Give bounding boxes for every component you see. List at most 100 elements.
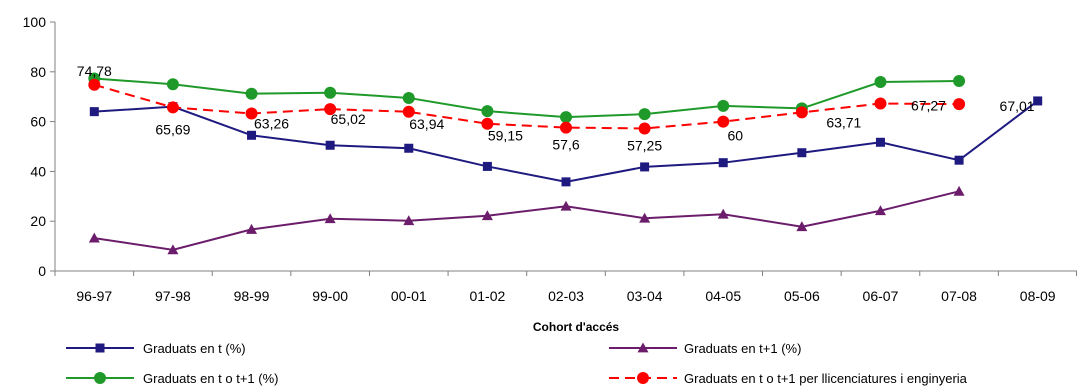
x-tick-label: 07-08 bbox=[941, 288, 977, 304]
x-tick-label: 02-03 bbox=[548, 288, 584, 304]
legend-marker bbox=[94, 372, 106, 384]
y-tick-label: 80 bbox=[30, 64, 46, 80]
data-point bbox=[325, 140, 335, 150]
data-point bbox=[953, 98, 966, 111]
x-tick-label: 06-07 bbox=[863, 288, 899, 304]
data-label: 67,27 bbox=[911, 97, 946, 113]
legend-item: Graduats en t o t+1 (%) bbox=[66, 371, 278, 386]
legend: Graduats en t (%) Graduats en t+1 (%) Grad… bbox=[66, 341, 968, 386]
data-point bbox=[246, 223, 258, 234]
x-tick-label: 04-05 bbox=[705, 288, 741, 304]
data-label: 65,69 bbox=[155, 121, 190, 137]
y-tick-label: 60 bbox=[30, 114, 46, 130]
x-tick-label: 03-04 bbox=[627, 288, 663, 304]
x-tick-label: 96-97 bbox=[76, 288, 112, 304]
data-label: 59,15 bbox=[488, 128, 523, 144]
data-point bbox=[404, 143, 414, 153]
series-line bbox=[94, 83, 960, 130]
data-point bbox=[324, 213, 336, 224]
data-point bbox=[874, 97, 887, 110]
data-point bbox=[245, 87, 258, 100]
data-point bbox=[796, 221, 808, 232]
data-point bbox=[89, 107, 99, 117]
x-tick-label: 08-09 bbox=[1020, 288, 1056, 304]
data-label: 65,02 bbox=[331, 111, 366, 127]
data-label: 60 bbox=[727, 128, 743, 144]
data-label: 63,71 bbox=[826, 114, 861, 130]
data-point bbox=[953, 185, 965, 196]
x-tick-label: 00-01 bbox=[391, 288, 427, 304]
data-point bbox=[324, 86, 337, 99]
y-tick-label: 20 bbox=[30, 213, 46, 229]
data-point bbox=[717, 208, 729, 219]
data-point bbox=[875, 137, 885, 147]
legend-item: Graduats en t+1 (%) bbox=[609, 341, 801, 356]
data-point bbox=[481, 105, 494, 118]
data-point bbox=[638, 122, 651, 135]
data-point bbox=[402, 105, 415, 118]
data-label: 63,94 bbox=[409, 116, 444, 132]
legend-item: Graduats en t (%) bbox=[66, 341, 246, 356]
data-point bbox=[245, 107, 258, 120]
legend-label: Graduats en t (%) bbox=[143, 341, 246, 356]
series bbox=[88, 78, 966, 135]
legend-marker bbox=[95, 343, 105, 353]
data-point bbox=[561, 177, 571, 187]
data-point bbox=[560, 111, 572, 124]
data-point bbox=[874, 76, 887, 89]
data-labels: 74,78 65,69 63,26 65,02 63,94 59,15 57,6 57,25 6… bbox=[77, 63, 1035, 154]
data-point bbox=[247, 130, 257, 140]
data-point bbox=[481, 210, 493, 221]
data-point bbox=[717, 99, 730, 112]
data-point bbox=[639, 212, 651, 223]
data-point bbox=[324, 103, 337, 116]
data-point bbox=[167, 244, 179, 255]
data-point bbox=[560, 200, 572, 211]
legend-label: Graduats en t o t+1 (%) bbox=[143, 371, 278, 386]
series-layer bbox=[88, 72, 1043, 255]
data-point bbox=[795, 106, 808, 119]
x-axis-title: Cohort d'accés bbox=[533, 320, 620, 334]
data-point bbox=[640, 162, 650, 172]
data-point bbox=[166, 78, 179, 91]
legend-item: Graduats en t o t+1 per llicenciatures i… bbox=[609, 371, 968, 386]
data-label: 57,6 bbox=[552, 137, 579, 153]
x-tick-label: 01-02 bbox=[469, 288, 505, 304]
y-tick-label: 100 bbox=[23, 14, 47, 30]
legend-label: Graduats en t+1 (%) bbox=[684, 341, 801, 356]
data-label: 57,25 bbox=[627, 137, 662, 153]
y-tick-label: 0 bbox=[38, 263, 46, 279]
data-point bbox=[797, 148, 807, 158]
data-point bbox=[638, 108, 651, 121]
x-tick-label: 99-00 bbox=[312, 288, 348, 304]
legend-label: Graduats en t o t+1 per llicenciatures i… bbox=[684, 371, 968, 386]
data-label: 63,26 bbox=[254, 115, 289, 131]
data-point bbox=[718, 158, 728, 168]
data-point bbox=[402, 91, 415, 104]
series-line bbox=[94, 190, 960, 251]
data-point bbox=[953, 75, 966, 88]
series bbox=[88, 185, 965, 255]
data-point bbox=[403, 215, 415, 226]
data-point bbox=[560, 121, 572, 134]
data-label: 67,01 bbox=[1000, 98, 1035, 114]
legend-marker bbox=[637, 372, 649, 384]
data-point bbox=[88, 232, 100, 243]
data-point bbox=[482, 161, 492, 171]
data-point bbox=[88, 78, 101, 91]
series-line bbox=[94, 77, 960, 119]
legend-marker bbox=[637, 342, 649, 353]
y-tick-label: 40 bbox=[30, 163, 46, 179]
x-tick-label: 98-99 bbox=[234, 288, 270, 304]
data-point bbox=[1033, 96, 1043, 106]
x-tick-label: 05-06 bbox=[784, 288, 820, 304]
axes: 0 20 40 60 80 100 96-97 97-98 98-99 99-00 00-01 01-… bbox=[23, 14, 1077, 304]
data-point bbox=[954, 155, 964, 165]
data-point bbox=[717, 115, 730, 128]
data-point bbox=[481, 117, 494, 130]
x-tick-label: 97-98 bbox=[155, 288, 191, 304]
data-point bbox=[166, 101, 179, 114]
data-label: 74,78 bbox=[77, 63, 112, 79]
data-point bbox=[874, 205, 886, 216]
